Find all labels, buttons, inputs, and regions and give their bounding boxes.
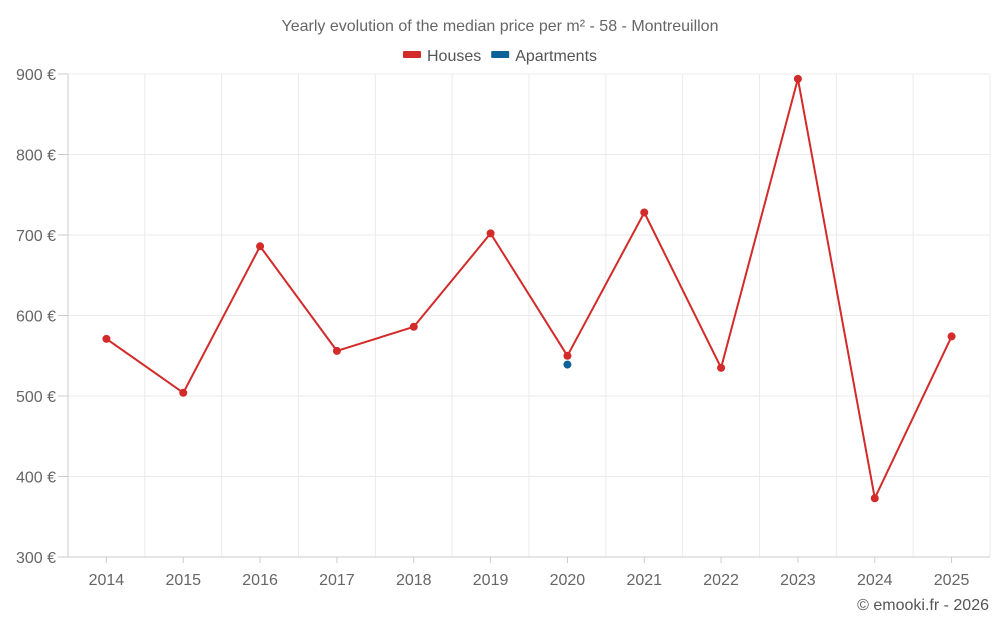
x-tick-label: 2019 <box>473 572 509 589</box>
data-point-houses[interactable] <box>563 351 572 360</box>
legend-label: Houses <box>427 48 481 65</box>
series-apartments <box>563 360 572 369</box>
series-line-houses <box>105 77 953 500</box>
chart-title: Yearly evolution of the median price per… <box>282 18 719 35</box>
data-point-houses[interactable] <box>486 229 495 238</box>
x-tick-label: 2023 <box>780 572 816 589</box>
x-tick-label: 2024 <box>857 572 893 589</box>
y-axis: 300 € 400 € 500 € 600 € 700 € 800 € 900 € <box>16 67 69 567</box>
grid <box>67 73 991 558</box>
y-tick-label: 400 € <box>16 470 56 487</box>
y-tick-label: 300 € <box>16 550 56 567</box>
x-tick-label: 2014 <box>89 572 125 589</box>
series-layer <box>102 74 956 503</box>
data-point-houses[interactable] <box>640 208 649 217</box>
data-point-houses[interactable] <box>332 346 341 355</box>
data-point-houses[interactable] <box>947 332 956 341</box>
y-tick-label: 700 € <box>16 228 56 245</box>
data-point-houses[interactable] <box>717 363 726 372</box>
legend: Houses Apartments <box>403 48 597 65</box>
x-tick-label: 2025 <box>934 572 970 589</box>
credit-text: © emooki.fr - 2026 <box>857 597 989 614</box>
x-tick-label: 2017 <box>319 572 355 589</box>
x-tick-label: 2020 <box>550 572 586 589</box>
legend-item-apartments[interactable]: Apartments <box>491 48 597 65</box>
data-point-houses[interactable] <box>179 388 188 397</box>
x-tick-label: 2015 <box>165 572 201 589</box>
data-point-houses[interactable] <box>409 322 418 331</box>
x-tick-label: 2021 <box>626 572 662 589</box>
y-tick-label: 800 € <box>16 148 56 165</box>
data-point-houses[interactable] <box>102 334 111 343</box>
x-tick-label: 2022 <box>703 572 739 589</box>
legend-item-houses[interactable]: Houses <box>403 48 481 65</box>
y-tick-label: 900 € <box>16 67 56 84</box>
x-axis: 2014 2015 2016 2017 2018 2019 2020 2021 2022 2023… <box>68 556 990 589</box>
series-houses <box>102 74 956 503</box>
data-point-houses[interactable] <box>256 242 265 251</box>
legend-swatch <box>403 51 421 58</box>
x-tick-label: 2016 <box>242 572 278 589</box>
y-tick-label: 600 € <box>16 309 56 326</box>
legend-swatch <box>491 51 510 58</box>
data-point-houses[interactable] <box>870 494 879 503</box>
x-tick-label: 2018 <box>396 572 432 589</box>
legend-label: Apartments <box>515 48 597 65</box>
data-point-houses[interactable] <box>793 74 802 83</box>
data-point-apartments[interactable] <box>563 360 572 369</box>
y-tick-label: 500 € <box>16 389 56 406</box>
